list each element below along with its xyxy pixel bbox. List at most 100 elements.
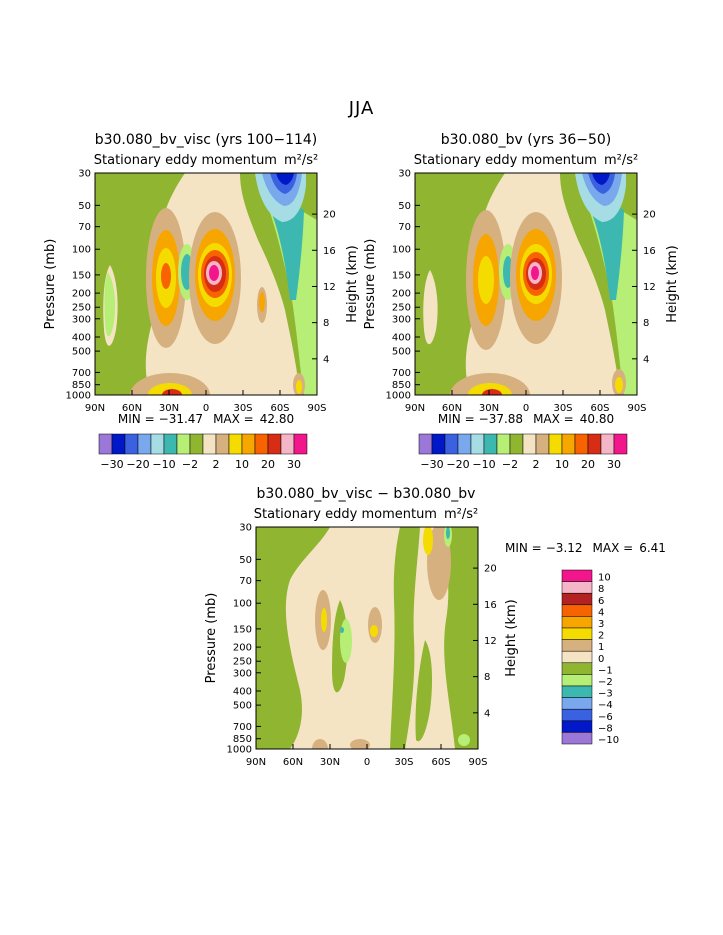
y-tick-label: 500 [392,347,411,358]
max-label: MAX = [533,412,574,426]
subtitle-text: Stationary eddy momentum [94,153,277,168]
y-tick-label: 150 [233,624,252,635]
colorbar-swatch [137,433,152,455]
colorbar-tick-label: 6 [598,596,604,607]
y-tick-label: 400 [392,332,411,343]
stats-line: MIN = −31.47 MAX = 42.80 [118,412,294,426]
colorbar-tick-label: −20 [126,458,149,471]
x-tick-label: 60S [590,403,609,414]
height-tick-label: 20 [323,210,336,221]
y-tick-label: 700 [233,722,252,733]
colorbar-swatch [613,433,628,455]
x-tick-label: 60N [442,403,462,414]
colorbar-swatch [176,433,191,455]
colorbar-swatch [483,433,498,455]
x-tick-label: 60S [270,403,289,414]
colorbar-swatch [293,433,308,455]
contour-field [415,173,637,395]
contour-lobe-pos10 [615,377,623,393]
y-tick-label: 70 [78,222,91,233]
contour-lobe-pos10 [478,256,494,304]
height-tick-label: 16 [643,246,656,257]
y-tick-label: 200 [72,289,91,300]
x-tick-label: 0 [523,403,529,414]
x-tick-label: 30N [159,403,179,414]
min-label: MIN = [438,412,475,426]
contour-band-neg2 [423,270,438,345]
colorbar-swatch [535,433,550,455]
y-tick-label: 700 [392,368,411,379]
min-label: MIN = [118,412,155,426]
colorbar-swatch [241,433,256,455]
colorbar-swatch [561,627,593,640]
y-tick-label: 100 [392,245,411,256]
contour-lobe-pos1 [368,607,382,643]
colorbar-tick-label: 8 [598,584,604,595]
min-value: −3.12 [546,541,583,555]
colorbar-swatch [111,433,126,455]
contour-lobe-neg2 [458,734,470,746]
contour-lobe-pos1 [427,527,451,600]
stats-line: MIN = −3.12 MAX = 6.41 [505,541,666,555]
height-axis-label: Height (km) [504,599,519,676]
height-tick-label: 8 [484,672,490,683]
y-tick-label: 100 [233,599,252,610]
y-tick-label: 100 [72,245,91,256]
x-tick-label: 90N [246,757,266,768]
contour-lobe-pos30 [531,266,539,280]
subtitle-text: Stationary eddy momentum [414,153,597,168]
x-tick-label: 30N [320,757,340,768]
panel-subtitle: Stationary eddy momentum m²/s² [94,153,318,168]
y-tick-label: 150 [72,270,91,281]
height-axis: 20 16 12 8 4 [312,210,336,365]
colorbar-swatch [457,433,472,455]
height-tick-label: 16 [323,246,336,257]
min-value: −31.47 [159,412,203,426]
contour-lobe-neg3 [340,627,344,633]
colorbar-swatch [561,732,593,745]
colorbar-swatch [561,639,593,652]
x-tick-label: 90N [85,403,105,414]
panel-title: b30.080_bv (yrs 36−50) [441,132,612,148]
y-axis-label: Pressure (mb) [43,239,58,330]
colorbar-tick-label: 4 [598,607,604,618]
contour-lobe-neg3 [446,527,450,539]
colorbar-swatch [215,433,230,455]
panel-subtitle: Stationary eddy momentum m²/s² [254,507,478,522]
units-text: m²/s² [284,153,318,168]
y-tick-label: 400 [72,332,91,343]
colorbar-tick-label: −20 [446,458,469,471]
max-label: MAX = [213,412,254,426]
max-value: 40.80 [580,412,614,426]
x-tick-label: 30S [394,757,413,768]
height-tick-label: 20 [484,564,497,575]
contour-band-neg5 [582,190,637,395]
colorbar-swatch [267,433,282,455]
colorbar-tick-label: −10 [598,735,619,746]
y-tick-label: 500 [233,701,252,712]
colorbar-swatch [509,433,524,455]
x-tick-label: 90S [627,403,646,414]
colorbar-swatch [124,433,139,455]
contour-lobe-pos1 [350,739,370,749]
page-title: JJA [348,98,375,119]
colorbar-swatch [561,662,593,675]
x-tick-label: 30S [553,403,572,414]
colorbar-tick-label: −10 [472,458,495,471]
contour-lobe-pos20 [162,389,182,395]
colorbar-tick-label: −2 [502,458,518,471]
contour-lobe-pos5 [259,292,265,312]
colorbar-swatch [202,433,217,455]
contour-band-neg5 [262,190,317,395]
y-tick-label: 1000 [386,391,411,402]
contour-band-neg1 [390,527,420,749]
x-tick-label: 60N [283,757,303,768]
y-tick-label: 850 [72,380,91,391]
contour-band-neg1 [415,640,433,742]
y-axis-label: Pressure (mb) [363,239,378,330]
contour-lobe-pos15 [161,263,171,289]
colorbar-tick-label: 30 [607,458,621,471]
y-tick-label: 30 [78,169,91,180]
contour-band-neg2 [95,173,185,395]
